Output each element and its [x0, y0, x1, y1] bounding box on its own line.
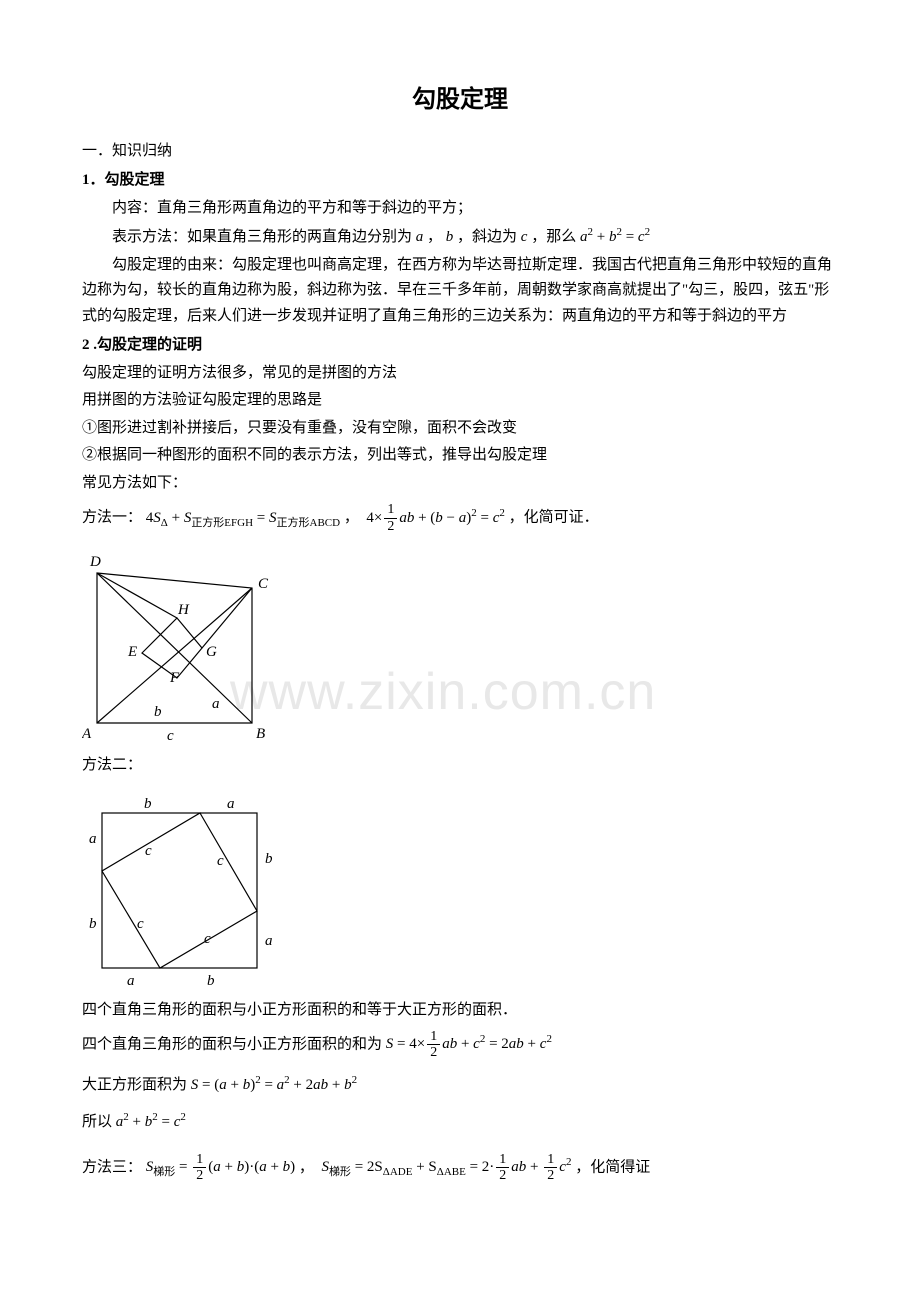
method1-suffix: ，化简可证． [509, 510, 599, 526]
text: 大正方形面积为 [82, 1077, 187, 1093]
f2-c1: c [145, 843, 152, 859]
label-a: a [212, 696, 220, 712]
text: 所以 [82, 1114, 112, 1130]
f2-a-left: a [89, 831, 97, 847]
f2-a-top: a [227, 796, 235, 812]
section2-title: 2 .勾股定理的证明 [82, 333, 838, 359]
method2-eq3: a2 + b2 = c2 [116, 1114, 186, 1130]
f2-c2: c [217, 853, 224, 869]
method3-prefix: 方法三： [82, 1159, 142, 1175]
figure2-svg: b a a b b a a b c c c c [82, 793, 282, 988]
text: 四个直角三角形的面积与小正方形面积的和为 [82, 1036, 382, 1052]
f2-a-right: a [265, 933, 273, 949]
label-D: D [89, 554, 101, 570]
label-H: H [177, 602, 190, 618]
section-a: 一．知识归纳 [82, 139, 838, 165]
label-E: E [127, 644, 137, 660]
comma: ， [427, 229, 442, 245]
section1-content: 内容：直角三角形两直角边的平方和等于斜边的平方； [82, 196, 838, 222]
section2-p4: ②根据同一种图形的面积不同的表示方法，列出等式，推导出勾股定理 [82, 443, 838, 469]
method2-eq2: S = (a + b)2 = a2 + 2ab + b2 [191, 1077, 357, 1093]
figure2: b a a b b a a b c c c c [82, 793, 838, 988]
figure1-svg: D C A B H E G F a b c [82, 548, 272, 743]
section2-p3: ①图形进过割补拼接后，只要没有重叠，没有空隙，面积不会改变 [82, 416, 838, 442]
section2-p1: 勾股定理的证明方法很多，常见的是拼图的方法 [82, 361, 838, 387]
text: ，那么 [531, 229, 576, 245]
method1-line: 方法一： 4SΔ + S正方形EFGH = S正方形ABCD ， 4×12ab … [82, 502, 838, 534]
method2-p3: 大正方形面积为 S = (a + b)2 = a2 + 2ab + b2 [82, 1071, 838, 1099]
method2-p4: 所以 a2 + b2 = c2 [82, 1108, 838, 1136]
method3-suffix: ，化简得证 [575, 1159, 650, 1175]
f2-c3: c [137, 916, 144, 932]
section1-expr: 表示方法：如果直角三角形的两直角边分别为 a ， b ，斜边为 c ，那么 a2… [82, 223, 838, 251]
text: ，斜边为 [457, 229, 517, 245]
label-B: B [256, 726, 265, 742]
pythagoras-eq: a2 + b2 = c2 [580, 229, 650, 245]
f2-b-left: b [89, 916, 97, 932]
label-b: b [154, 704, 162, 720]
f2-c4: c [204, 931, 211, 947]
page-title: 勾股定理 [82, 80, 838, 121]
method1-eq1: 4SΔ + S正方形EFGH = S正方形ABCD [146, 510, 340, 526]
var-c: c [521, 229, 528, 245]
section1-title: 1．勾股定理 [82, 168, 838, 194]
f2-b-bot: b [207, 973, 215, 988]
method3-eq1: S梯形 = 12(a + b)·(a + b) [146, 1159, 295, 1175]
method1-prefix: 方法一： [82, 510, 142, 526]
method3-eq2: S梯形 = 2SΔADE + SΔABE = 2·12ab + 12c2 [321, 1159, 571, 1175]
label-G: G [206, 644, 217, 660]
text: 表示方法：如果直角三角形的两直角边分别为 [112, 229, 412, 245]
method2-p2: 四个直角三角形的面积与小正方形面积的和为 S = 4×12ab + c2 = 2… [82, 1029, 838, 1061]
method1-eq2: 4×12ab + (b − a)2 = c2 [366, 510, 505, 526]
section2-p5: 常见方法如下： [82, 471, 838, 497]
label-A: A [82, 726, 92, 742]
label-C: C [258, 576, 269, 592]
var-a: a [416, 229, 424, 245]
figure1: D C A B H E G F a b c [82, 548, 838, 743]
section1-origin: 勾股定理的由来：勾股定理也叫商高定理，在西方称为毕达哥拉斯定理．我国古代把直角三… [82, 253, 838, 330]
section2-p2: 用拼图的方法验证勾股定理的思路是 [82, 388, 838, 414]
comma: ， [344, 510, 359, 526]
method2-p1: 四个直角三角形的面积与小正方形面积的和等于大正方形的面积． [82, 998, 838, 1024]
main-content: 勾股定理 一．知识归纳 1．勾股定理 内容：直角三角形两直角边的平方和等于斜边的… [82, 80, 838, 1184]
f2-b-right: b [265, 851, 273, 867]
var-b: b [446, 229, 454, 245]
label-F: F [169, 670, 180, 686]
method3-line: 方法三： S梯形 = 12(a + b)·(a + b) ， S梯形 = 2SΔ… [82, 1152, 838, 1184]
comma: ， [299, 1159, 314, 1175]
label-c: c [167, 728, 174, 743]
f2-a-bot: a [127, 973, 135, 988]
method2-eq1: S = 4×12ab + c2 = 2ab + c2 [386, 1036, 552, 1052]
f2-b-top: b [144, 796, 152, 812]
method2-label: 方法二： [82, 753, 838, 779]
